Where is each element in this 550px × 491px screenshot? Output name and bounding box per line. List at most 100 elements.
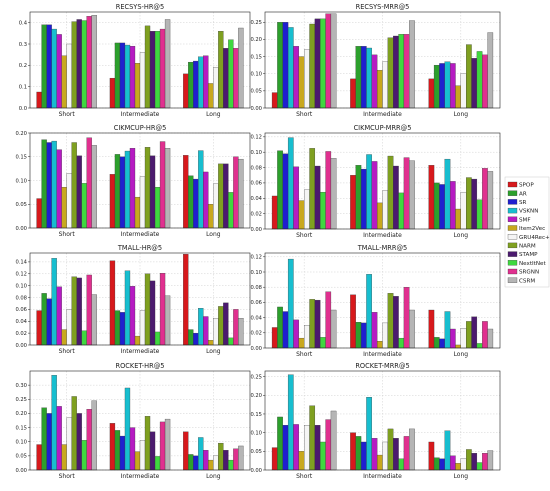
- bar: [36, 444, 42, 471]
- y-tick-label: 0.12: [250, 135, 262, 141]
- bar: [350, 294, 356, 349]
- bar: [355, 165, 362, 230]
- bar: [81, 183, 87, 229]
- bar: [124, 150, 131, 229]
- bar: [134, 335, 141, 346]
- x-tick-label: Short: [59, 348, 76, 355]
- bar: [81, 330, 87, 346]
- bar: [487, 328, 494, 349]
- bar: [149, 155, 156, 229]
- bar: [91, 15, 97, 109]
- x-tick-label: Long: [206, 473, 221, 480]
- bar: [86, 409, 92, 471]
- bar: [134, 63, 141, 109]
- bar: [61, 329, 67, 346]
- x-tick-label: Short: [296, 111, 313, 118]
- bar: [382, 61, 389, 109]
- bar: [277, 22, 283, 109]
- bar: [124, 387, 131, 471]
- y-tick-label: 0.00: [15, 343, 27, 349]
- bar: [86, 274, 92, 346]
- bar: [46, 24, 52, 109]
- bar: [71, 142, 77, 229]
- bar: [164, 295, 171, 346]
- y-tick-label: 0.00: [250, 346, 262, 352]
- bar: [159, 141, 166, 229]
- bar: [449, 63, 456, 109]
- bar: [393, 35, 399, 109]
- bar: [376, 202, 383, 230]
- bar: [188, 175, 194, 229]
- bar: [159, 273, 166, 346]
- bar: [91, 294, 97, 346]
- y-tick-label: 0.3: [19, 42, 27, 48]
- bar: [433, 457, 440, 471]
- bar: [56, 149, 62, 229]
- bar: [455, 85, 461, 109]
- bar: [183, 254, 189, 346]
- bar: [482, 168, 488, 230]
- y-tick-label: 0.02: [250, 211, 262, 217]
- bar: [109, 423, 116, 471]
- bar: [144, 25, 151, 109]
- x-tick-label: Intermediate: [363, 111, 402, 118]
- bar: [382, 322, 389, 349]
- bar: [460, 328, 467, 349]
- bar: [449, 328, 456, 349]
- bar: [476, 199, 483, 230]
- bar: [471, 58, 478, 109]
- bar: [320, 18, 326, 109]
- y-tick-label: 0.06: [250, 300, 262, 306]
- bar: [287, 374, 294, 471]
- y-tick-label: 0.04: [250, 315, 262, 321]
- bar: [309, 299, 316, 349]
- bar: [398, 458, 405, 471]
- bar: [41, 139, 47, 229]
- chart-panel: 0.00 0.02 0.04 0.06 0.08 0.10 0.12 0.14 Short Int…: [15, 244, 251, 355]
- bar: [109, 77, 116, 109]
- bar: [320, 337, 326, 349]
- bar: [56, 286, 62, 346]
- legend-label: SR: [519, 200, 527, 206]
- bar: [129, 286, 136, 346]
- bar: [164, 418, 171, 471]
- bar: [282, 425, 289, 471]
- bar: [277, 306, 283, 349]
- bar: [218, 163, 224, 229]
- bar: [91, 145, 97, 229]
- bar: [487, 32, 494, 109]
- bar: [314, 165, 321, 230]
- bar: [36, 198, 42, 229]
- bar: [223, 302, 229, 346]
- legend-swatch: [507, 251, 518, 257]
- y-tick-label: 0.20: [15, 411, 27, 417]
- bar: [213, 183, 219, 229]
- bar: [183, 155, 189, 229]
- bar: [114, 430, 121, 471]
- bar: [360, 168, 367, 230]
- bar: [41, 293, 47, 346]
- bar: [439, 338, 445, 349]
- y-tick-label: 0.02: [15, 331, 27, 337]
- bar: [304, 425, 310, 471]
- bar: [208, 204, 214, 229]
- bar: [218, 442, 224, 471]
- bar: [382, 441, 389, 471]
- bar: [428, 165, 435, 230]
- y-tick-label: 0.15: [250, 54, 262, 60]
- x-tick-label: Intermediate: [121, 348, 160, 355]
- chart-panel: 0.00 0.05 0.10 0.15 0.20 0.25 0.30 Short Interme…: [15, 362, 251, 480]
- bar: [203, 171, 209, 229]
- chart-panel: 0.00 0.05 0.10 0.15 0.20 0.25 Short Intermediat…: [250, 362, 501, 480]
- bar: [466, 449, 472, 471]
- y-tick-label: 0.25: [250, 374, 262, 380]
- bar: [433, 182, 440, 230]
- bar: [114, 310, 121, 346]
- bar: [233, 309, 239, 346]
- bar: [409, 160, 415, 230]
- x-tick-label: Long: [206, 348, 221, 355]
- bar: [320, 441, 326, 471]
- bar: [304, 189, 310, 230]
- bar: [76, 277, 82, 346]
- bar: [325, 419, 332, 471]
